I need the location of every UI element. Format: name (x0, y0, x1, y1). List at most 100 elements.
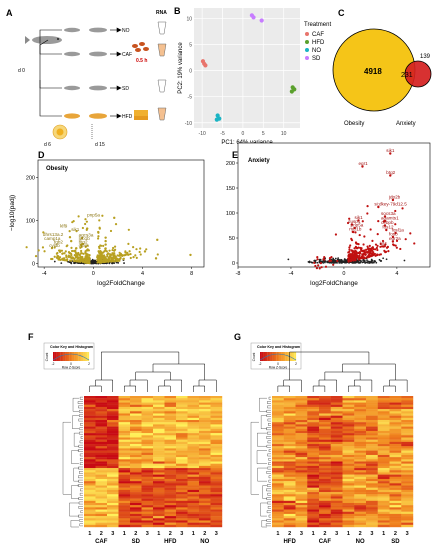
heatmap-f-cell (187, 485, 200, 488)
heatmap-g-cell (377, 435, 390, 438)
volcano-d-point-ns (92, 262, 95, 265)
heatmap-f-cell (95, 476, 108, 480)
heatmap-g-cell (307, 502, 320, 506)
heatmap-g-cell (377, 459, 390, 462)
heatmap-g-cell (377, 439, 390, 443)
volcano-d-point-sig (111, 252, 114, 255)
panel-letter-d: D (38, 150, 45, 160)
heatmap-g-cell (295, 520, 308, 523)
heatmap-g-replicate-label: 3 (335, 531, 338, 537)
heatmap-g-cell (354, 489, 367, 493)
heatmap-g-cell (401, 452, 414, 456)
heatmap-g-cell (342, 513, 355, 517)
heatmap-f-cell (118, 518, 131, 521)
volcano-d-point-sig (132, 246, 135, 249)
volcano-d-point-sig (98, 226, 101, 229)
heatmap-f-cell (176, 498, 188, 501)
heatmap-f-cell (141, 444, 154, 447)
heatmap-f-cell (176, 461, 188, 464)
heatmap-g-cell (377, 481, 390, 484)
volcano-e-point-sig (332, 263, 335, 266)
heatmap-g-cell (330, 487, 343, 491)
heatmap-f-cell (84, 500, 96, 504)
heatmap-g-cell (307, 413, 320, 416)
heatmap-g-cell (366, 463, 378, 467)
volcano-d-point-sig (119, 256, 122, 260)
volcano-e-point-sig (351, 258, 354, 261)
heatmap-g-cell (401, 457, 414, 460)
heatmap-f-cell (187, 448, 200, 451)
heatmap-f-cell (95, 422, 108, 425)
heatmap-g-dendro-branch (277, 385, 290, 392)
heatmap-g-cell (307, 505, 320, 508)
heatmap-f-cell (84, 459, 96, 462)
heatmap-f-cell (130, 415, 142, 419)
heatmap-f-cell (153, 454, 165, 458)
heatmap-g-cell (342, 518, 355, 521)
heatmap-g-cell (389, 402, 402, 405)
heatmap-f-cell (176, 450, 188, 453)
heatmap-f-cell (130, 457, 142, 460)
heatmap-f-cell (107, 422, 119, 425)
heatmap-f-cell (130, 428, 142, 432)
pca-x-tick-label: -5 (220, 131, 225, 137)
heatmap-f-row-dendro-branch (80, 458, 83, 461)
heatmap-f-cell (199, 446, 211, 449)
volcano-d-gene-label: btg2 (79, 239, 88, 244)
volcano-d-point-labeled (85, 227, 89, 230)
heatmap-f-cell (153, 524, 165, 528)
heatmap-f-cell (141, 426, 154, 429)
heatmap-g-cell (354, 474, 367, 477)
heatmap-g-cell (319, 413, 331, 416)
panel-letter-g: G (234, 332, 241, 342)
heatmap-g-cell (354, 441, 367, 445)
heatmap-g-cell (272, 439, 284, 443)
volcano-d-point-sig (102, 244, 105, 247)
heatmap-g-cell (354, 422, 367, 425)
heatmap-g-cell (366, 448, 378, 451)
heatmap-f-row-dendro-branch (79, 493, 83, 496)
heatmap-g-dendro-branch (354, 379, 373, 392)
heatmap-g-cell (330, 446, 343, 449)
heatmap-f-key-gradient (56, 352, 59, 361)
heatmap-g-cell (307, 420, 320, 423)
volcano-e-point-labeled (353, 226, 356, 230)
heatmap-f-cell (164, 496, 177, 499)
heatmap-g-cell (307, 516, 320, 519)
heatmap-g-cell (389, 465, 402, 469)
heatmap-g-cell (389, 476, 402, 480)
heatmap-g-row-dendro-branch (267, 405, 271, 409)
volcano-d-point-sig (106, 254, 109, 258)
heatmap-g-cell (342, 426, 355, 429)
heatmap-f-cell (95, 507, 108, 510)
heatmap-g-cell (342, 398, 355, 401)
heatmap-f-cell (176, 424, 188, 427)
volcano-e-point-sig (354, 256, 357, 259)
heatmap-g-cell (377, 485, 390, 488)
heatmap-g-key-xlabel: Row Z-Score (269, 366, 288, 370)
heatmap-g-cell (319, 511, 331, 515)
volcano-e-point-ns (366, 261, 369, 264)
heatmap-g-cell (366, 400, 378, 403)
heatmap-f-cell (130, 433, 142, 436)
heatmap-f-row-dendro-branch (71, 450, 79, 464)
juvenile-fish-hfd (64, 113, 107, 119)
heatmap-g-cell (401, 468, 414, 471)
heatmap-g-cell (330, 463, 343, 467)
heatmap-f-cell (199, 457, 211, 460)
heatmap-f-cell (176, 411, 188, 414)
heatmap-f-cell (107, 463, 119, 467)
heatmap-f-cell (141, 483, 154, 486)
heatmap-f-cell (118, 413, 131, 416)
heatmap-g-cell (366, 406, 378, 410)
heatmap-g-cell (377, 498, 390, 501)
heatmap-g-cell (377, 483, 390, 486)
heatmap-g-cell (354, 472, 367, 475)
heatmap-g-cell (354, 507, 367, 510)
heatmap-g-cell (319, 452, 331, 456)
volcano-e-gene-label: btg2 (386, 170, 395, 175)
heatmap-f-cell (187, 417, 200, 421)
heatmap-f-cell (141, 452, 154, 456)
heatmap-f-cell (187, 487, 200, 491)
